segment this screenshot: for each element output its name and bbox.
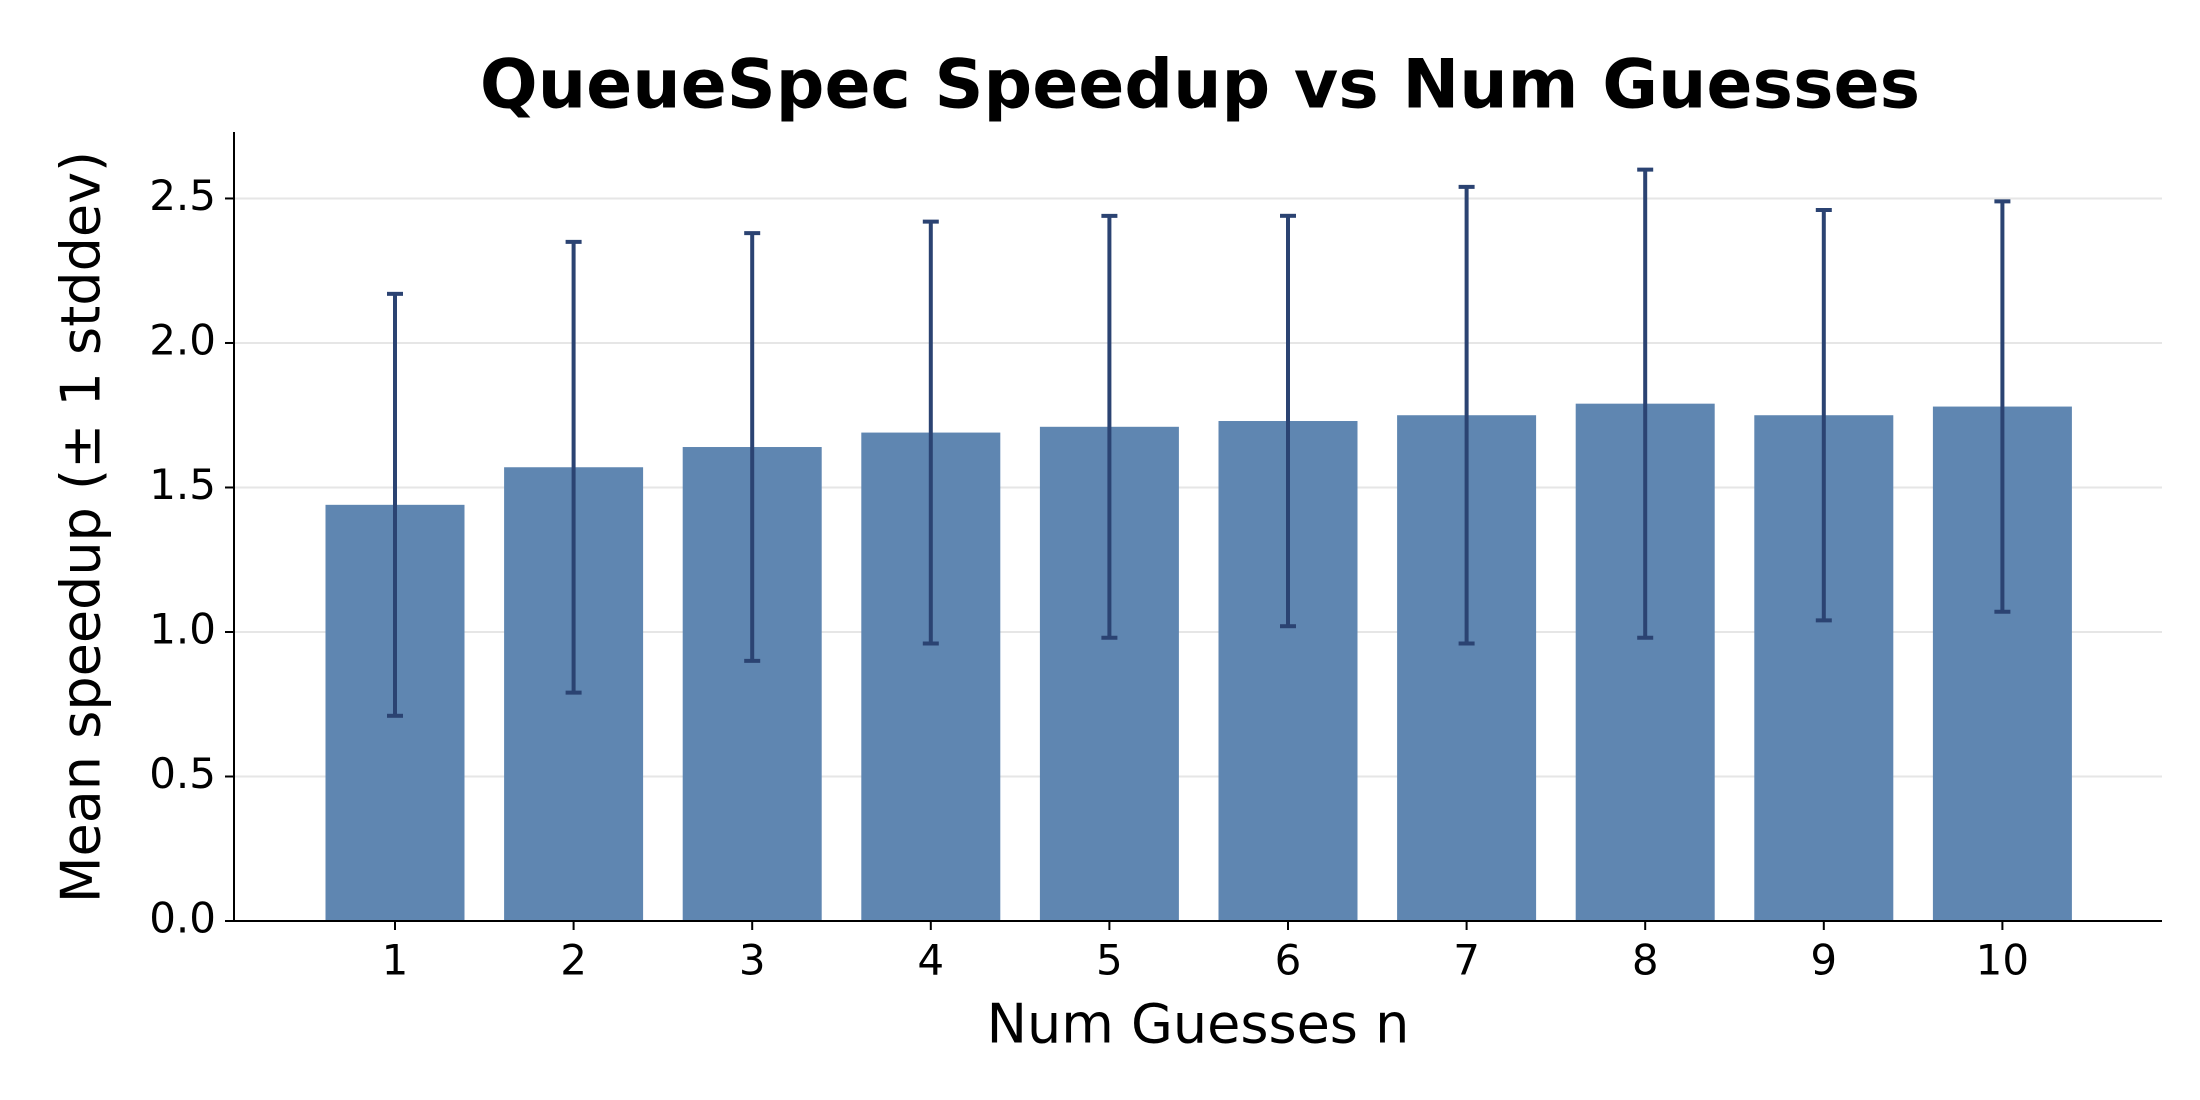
x-tick-label: 6 bbox=[1275, 936, 1302, 985]
x-tick-label: 7 bbox=[1453, 936, 1480, 985]
y-tick-label: 0.0 bbox=[149, 894, 216, 943]
error-bar bbox=[1815, 208, 1832, 623]
x-tick-label: 2 bbox=[560, 936, 587, 985]
x-tick-label: 10 bbox=[1976, 936, 2029, 985]
x-tick-label: 9 bbox=[1810, 936, 1837, 985]
error-bar bbox=[1280, 213, 1296, 629]
y-tick-label: 0.5 bbox=[149, 749, 216, 798]
chart-title: QueueSpec Speedup vs Num Guesses bbox=[480, 46, 1920, 125]
y-tick-label: 1.0 bbox=[149, 604, 216, 653]
error-bar bbox=[1101, 213, 1118, 640]
error-bar bbox=[1994, 199, 2011, 614]
y-tick-label: 1.5 bbox=[149, 460, 216, 509]
x-tick-label: 3 bbox=[739, 936, 766, 985]
error-bar bbox=[565, 239, 582, 695]
x-tick-label: 8 bbox=[1632, 936, 1659, 985]
x-tick-label: 5 bbox=[1096, 936, 1123, 985]
y-axis-label: Mean speedup (± 1 stddev) bbox=[50, 151, 113, 903]
y-tick-label: 2.0 bbox=[149, 315, 216, 364]
error-bar bbox=[387, 291, 403, 718]
y-tick-label: 2.5 bbox=[149, 171, 216, 220]
x-tick-label: 1 bbox=[382, 936, 409, 985]
error-bar bbox=[1637, 167, 1654, 640]
error-bar bbox=[744, 231, 761, 663]
x-tick-label: 4 bbox=[917, 936, 944, 985]
x-axis-label: Num Guesses n bbox=[987, 993, 1410, 1056]
error-bar bbox=[922, 219, 939, 646]
error-bar bbox=[1458, 184, 1475, 646]
